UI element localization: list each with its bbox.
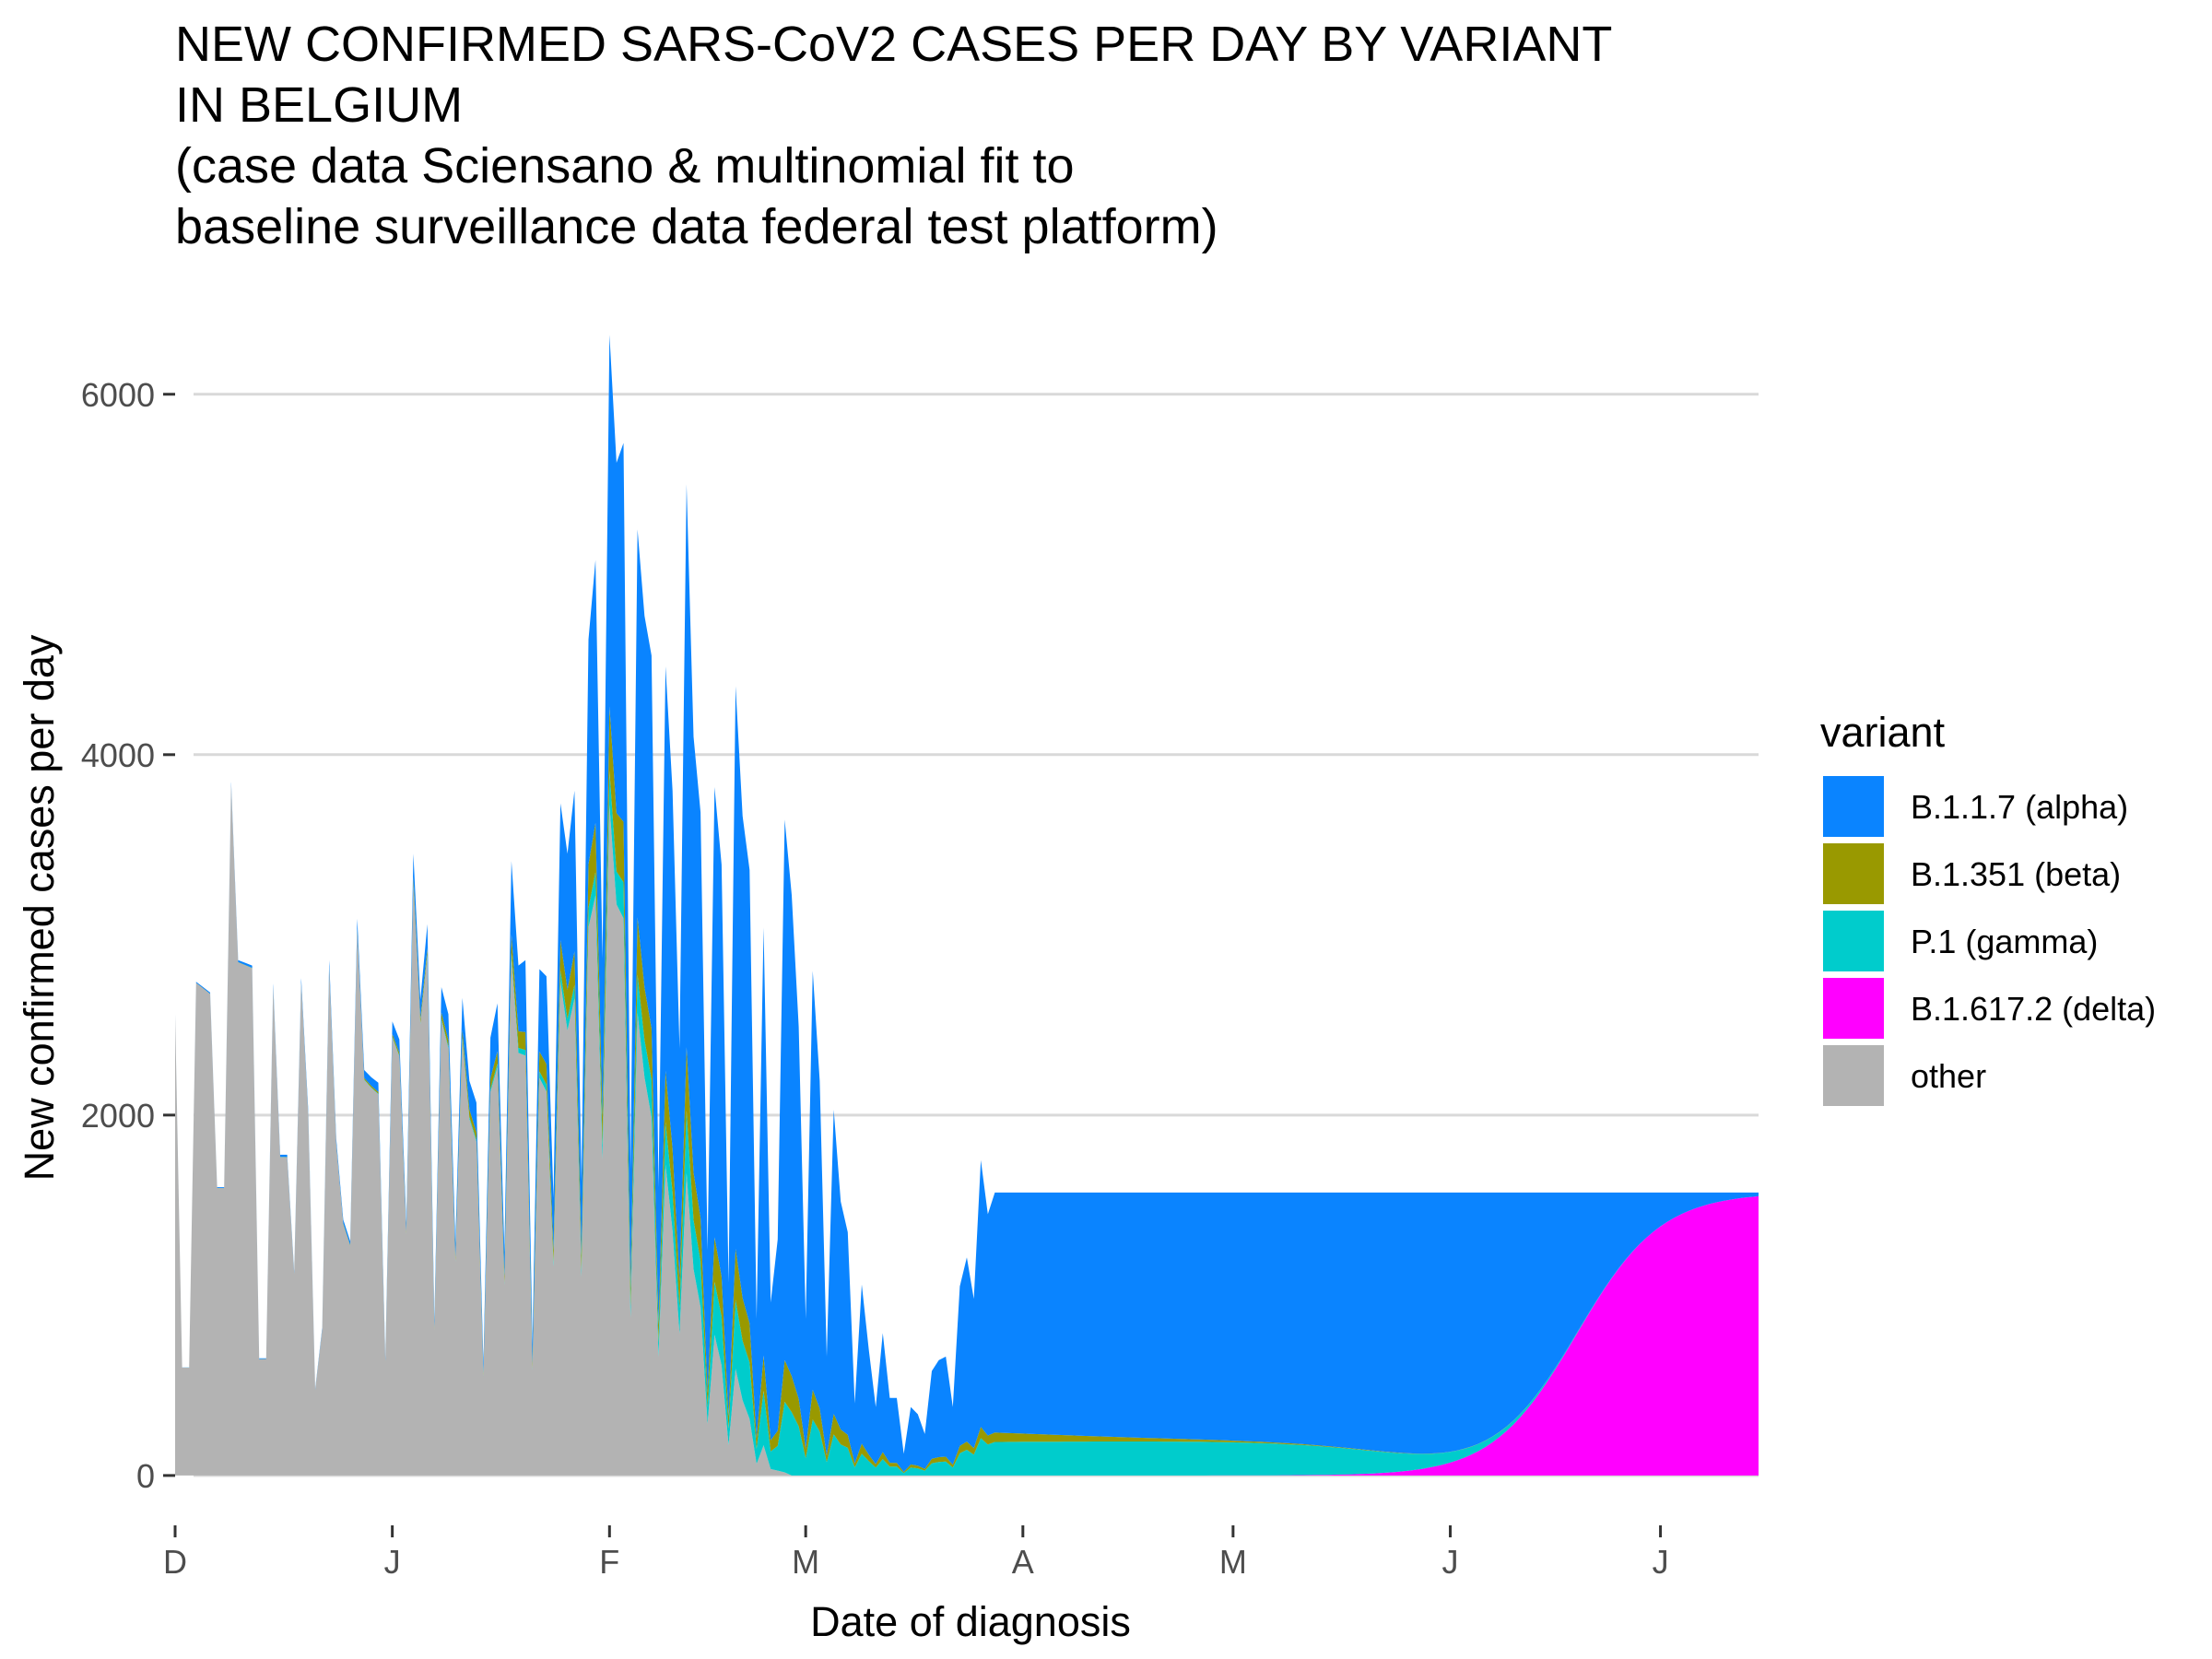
legend-label-3: B.1.617.2 (delta) (1911, 990, 2156, 1028)
legend-title: variant (1820, 709, 1946, 756)
x-tick-label: F (599, 1543, 619, 1581)
legend-swatch-0 (1823, 776, 1884, 837)
x-tick-label: J (1442, 1543, 1459, 1581)
legend-swatch-2 (1823, 911, 1884, 971)
legend-label-1: B.1.351 (beta) (1911, 855, 2121, 893)
area-series-other (175, 784, 1759, 1476)
legend-swatch-1 (1823, 843, 1884, 904)
x-axis-title: Date of diagnosis (810, 1598, 1131, 1645)
y-axis: 0 2000 4000 6000 (81, 376, 175, 1495)
legend-label-2: P.1 (gamma) (1911, 923, 2098, 960)
title-line-3: (case data Sciensano & multinomial fit t… (175, 138, 1074, 194)
y-tick-label: 6000 (81, 376, 155, 414)
x-tick-label: M (1219, 1543, 1247, 1581)
x-tick-label: J (1653, 1543, 1669, 1581)
title-line-4: baseline surveillance data federal test … (175, 199, 1218, 254)
y-tick-label: 4000 (81, 736, 155, 774)
y-axis-title: New confirmed cases per day (16, 634, 63, 1181)
title-line-2: IN BELGIUM (175, 77, 463, 133)
variant-areas (175, 335, 1759, 1476)
x-tick-label: D (163, 1543, 187, 1581)
x-tick-label: J (384, 1543, 401, 1581)
legend: variant B.1.1.7 (alpha) B.1.351 (beta) P.1… (1820, 709, 2156, 1106)
legend-label-4: other (1911, 1057, 1986, 1095)
y-tick-label: 2000 (81, 1097, 155, 1135)
chart-title: NEW CONFIRMED SARS-CoV2 CASES PER DAY BY… (175, 17, 1612, 254)
x-tick-label: M (792, 1543, 819, 1581)
area-series-delta (175, 784, 1759, 1476)
legend-label-0: B.1.1.7 (alpha) (1911, 788, 2128, 826)
x-tick-label: A (1012, 1543, 1034, 1581)
y-tick-label: 0 (136, 1457, 155, 1495)
title-line-1: NEW CONFIRMED SARS-CoV2 CASES PER DAY BY… (175, 17, 1612, 72)
legend-swatch-3 (1823, 978, 1884, 1039)
legend-swatch-4 (1823, 1045, 1884, 1106)
